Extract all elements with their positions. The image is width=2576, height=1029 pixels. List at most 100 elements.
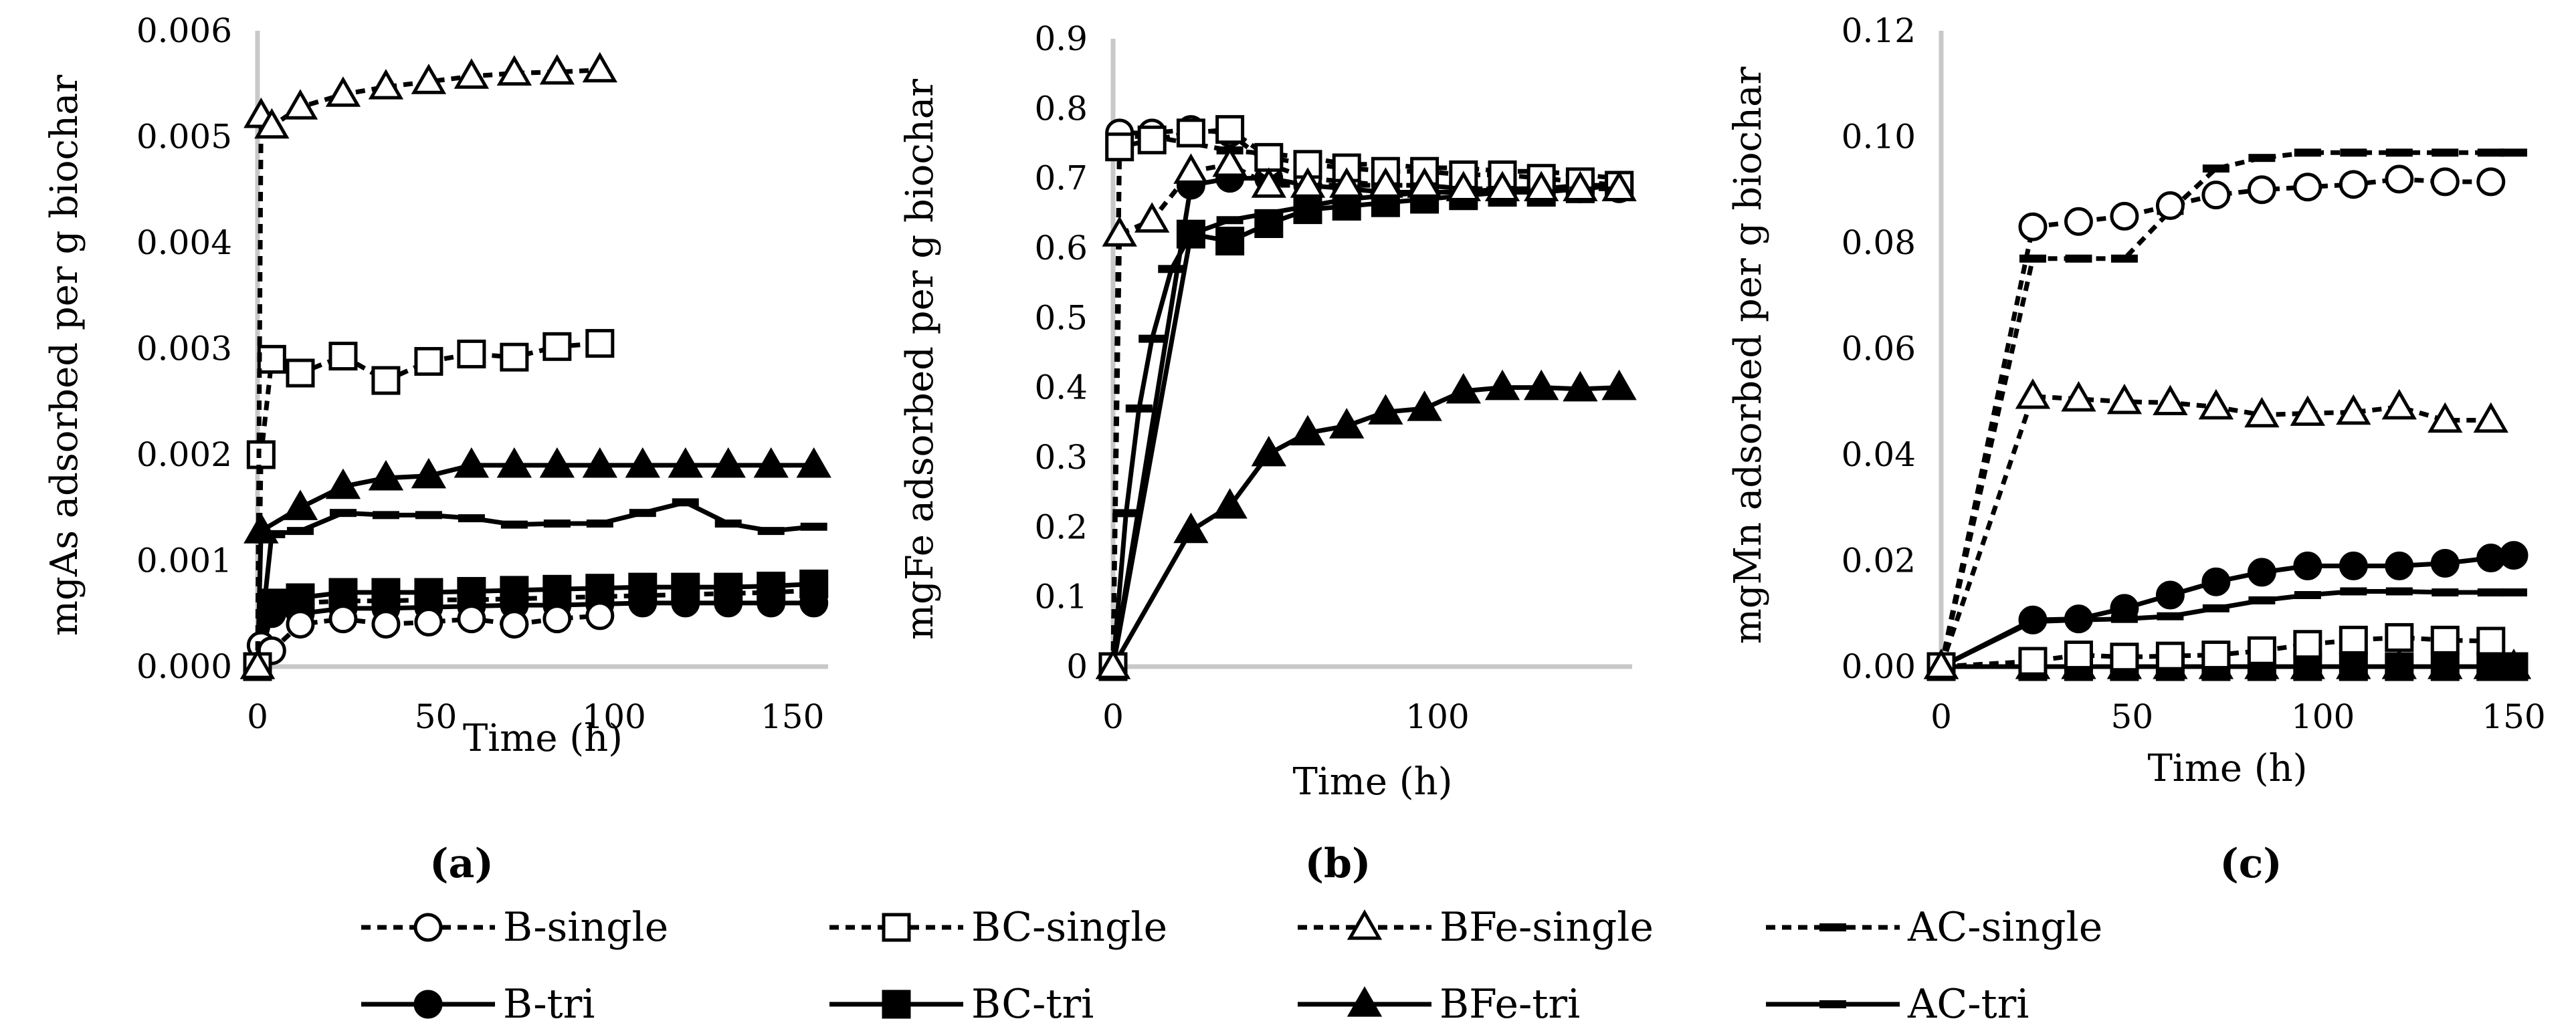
data-point-BC-single [1137,125,1167,154]
data-point-AC-tri [800,522,827,531]
legend-label: B-single [503,904,668,951]
data-point-BC-single [2430,625,2460,655]
data-point-BC-single [585,329,615,358]
data-point-BC-tri [286,583,315,612]
data-point-B-single [2064,207,2093,236]
data-point-AC-tri [1125,404,1153,413]
legend-marker [1819,923,1846,931]
data-point-BC-single [2476,626,2506,656]
data-point-BFe-tri [625,447,660,478]
y-tick-label: 0.002 [136,435,232,474]
y-tick-label: 0 [1066,647,1088,686]
data-point-BC-single [2247,636,2276,665]
data-point-BFe-single [239,649,276,679]
data-point-BFe-tri [710,447,746,478]
legend-item-AC-tri: AC-tri [1766,981,2029,1028]
panel-c: 0.00 0.02 0.04 0.06 0.08 0.10 0.12 0 50 100 150 Tim… [1726,11,2546,887]
data-point-BFe-single [1923,649,1959,679]
data-point-AC-tri [1158,265,1185,273]
data-point-BFe-tri [539,447,575,478]
legend-label: AC-tri [1907,981,2029,1028]
y-tick-label: 0.00 [1842,647,1916,686]
data-point-AC-tri [586,520,613,528]
data-point-BC-single [457,339,486,368]
legend-marker [1347,986,1383,1017]
data-point-BFe-tri [1484,369,1520,401]
data-point-AC-tri [372,511,399,520]
data-point-B-single [371,610,401,639]
series-B-tri [1926,541,2529,681]
data-point-AC-tri [2202,604,2230,612]
data-point-AC-tri [1138,334,1166,343]
data-point-AC-tri [672,498,699,507]
data-point-BFe-tri [454,447,490,478]
data-point-BFe-single [325,76,361,107]
y-tick-label: 0.3 [1034,438,1088,477]
data-point-BFe-tri [411,457,447,489]
legend-label: BC-single [971,904,1167,951]
y-tick-label: 0.08 [1842,223,1916,262]
data-point-AC-single [2294,148,2321,157]
y-tick-label: 0.10 [1842,118,1916,156]
data-point-BFe-tri [668,447,703,478]
data-point-BFe-single [411,64,447,94]
data-point-BFe-tri [2290,649,2326,679]
data-point-BFe-single [1368,167,1403,198]
x-tick-label: 0 [1930,697,1952,736]
y-tick-label: 0.8 [1034,89,1088,128]
data-point-BC-single [257,344,286,374]
data-point-BC-tri [371,578,401,607]
data-point-BFe-single [1524,170,1559,201]
y-tick-label: 0.2 [1034,507,1088,546]
y-tick-label: 0.004 [136,223,232,262]
data-point-BC-tri [257,588,286,618]
data-point-AC-tri [2157,612,2184,620]
data-point-B-single [2155,191,2185,221]
data-point-BC-tri [799,569,829,598]
legend: B-single BC-single BFe-single AC-single B-tr… [361,904,2102,1028]
data-point-BFe-tri [796,447,831,478]
data-point-BC-tri [1293,195,1322,225]
y-tick-label: 0.1 [1034,578,1088,616]
data-point-BFe-single [2473,402,2508,433]
data-point-BFe-single [1484,170,1520,201]
data-point-BFe-single [1251,167,1286,198]
panel-label: (a) [429,840,494,887]
legend-marker [1819,1000,1846,1008]
legend-item-BC-single: BC-single [829,904,1167,951]
x-axis-label: Time (h) [2147,747,2307,790]
y-tick-label: 0.005 [136,118,232,156]
data-point-AC-tri [286,527,314,536]
data-point-BC-single [542,332,572,361]
data-point-BC-single [1105,132,1134,162]
data-point-BFe-single [2106,383,2143,415]
x-axis-label: Time (h) [463,717,623,760]
data-point-AC-single [2202,164,2230,173]
x-tick-label: 50 [2111,697,2154,736]
panel-b: 0 0.1 0.2 0.3 0.4 0.5 0.6 0.7 0.8 0.9 0 100 Time (h)… [898,19,1637,887]
series-BFe-single [1923,378,2508,679]
data-point-BFe-tri [582,447,617,478]
data-point-BFe-single [1407,167,1442,198]
data-point-B-tri [2064,604,2093,634]
data-point-B-single [2293,173,2322,202]
data-point-BC-tri [1215,227,1245,256]
data-point-BFe-tri [1601,369,1637,401]
data-point-BC-single [286,358,315,388]
data-point-B-single [286,610,315,639]
panel-label: (b) [1305,840,1371,887]
data-point-BC-single [2201,641,2231,670]
data-point-BFe-single [2244,396,2280,428]
data-point-B-tri [2018,605,2048,635]
data-point-BC-tri [714,572,743,602]
data-point-B-single [2385,164,2414,194]
data-point-BC-single [2385,622,2414,652]
legend-marker [882,990,911,1019]
data-point-BFe-single [2153,384,2188,415]
data-point-AC-tri [2294,591,2321,600]
y-tick-label: 0.06 [1842,330,1916,368]
data-point-BFe-single [1173,153,1209,184]
data-point-BC-single [2155,641,2185,671]
data-point-BFe-tri [368,460,404,491]
